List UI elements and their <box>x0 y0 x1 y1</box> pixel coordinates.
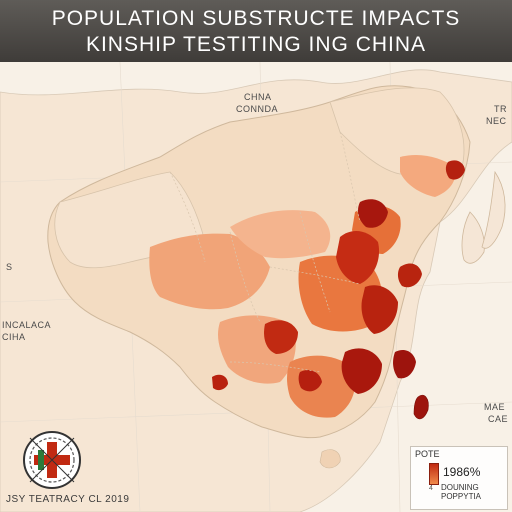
title-band: POPULATION SUBSTRUCTE IMPACTS KINSHIP TE… <box>0 0 512 64</box>
label-left-mid-2: CIHA <box>2 332 26 342</box>
label-top-right-1: TR <box>494 104 507 114</box>
label-top-center-1: CHNA <box>244 92 272 102</box>
footer-credit: JSY TEATRACY CL 2019 <box>6 494 130 505</box>
label-right-low-2: CAE <box>488 414 509 424</box>
region-high-harbin <box>445 160 465 180</box>
china-map <box>0 62 512 512</box>
region-high-shandong <box>397 263 422 288</box>
region-high-sichuan <box>264 320 298 354</box>
legend-title: POTE <box>415 449 440 459</box>
legend-swatch <box>429 463 439 485</box>
label-left-mid-1: INCALACA <box>2 320 52 330</box>
korea-peninsula <box>461 211 485 264</box>
label-top-right-2: NEC <box>486 116 507 126</box>
region-high-chongqing <box>298 370 322 392</box>
map-legend: POTE 1986% 4 DOUNING POPPYTIA <box>410 446 508 510</box>
label-top-center-2: CONNDA <box>236 104 279 114</box>
label-right-low-1: MAE <box>484 402 506 412</box>
taiwan-island <box>413 394 429 420</box>
region-high-northplain <box>336 230 380 284</box>
region-high-south <box>341 348 382 394</box>
legend-note-line-2: POPPYTIA <box>441 492 482 501</box>
region-high-beijing <box>358 199 388 228</box>
region-high-coast <box>393 350 416 379</box>
label-left-small: S <box>6 262 13 272</box>
hainan-island <box>319 449 341 469</box>
map-area: CHNA CONNDA TR NEC S INCALACA CIHA MAE C… <box>0 62 512 512</box>
legend-note: DOUNING POPPYTIA <box>441 483 505 501</box>
map-title-line-1: POPULATION SUBSTRUCTE IMPACTS <box>51 7 461 30</box>
japan-islands <box>481 170 506 249</box>
region-high-east <box>361 285 398 334</box>
legend-mark: 4 <box>429 485 433 492</box>
emblem-icon <box>20 428 84 492</box>
region-low-north <box>230 210 331 259</box>
legend-note-line-1: DOUNING <box>441 483 479 492</box>
region-low-west <box>149 233 270 310</box>
region-low-northeast <box>400 155 456 197</box>
map-title-line-2: KINSHIP TESTITING ING CHINA <box>85 33 427 56</box>
legend-value: 1986% <box>443 465 481 479</box>
region-high-yunnan <box>212 374 228 391</box>
